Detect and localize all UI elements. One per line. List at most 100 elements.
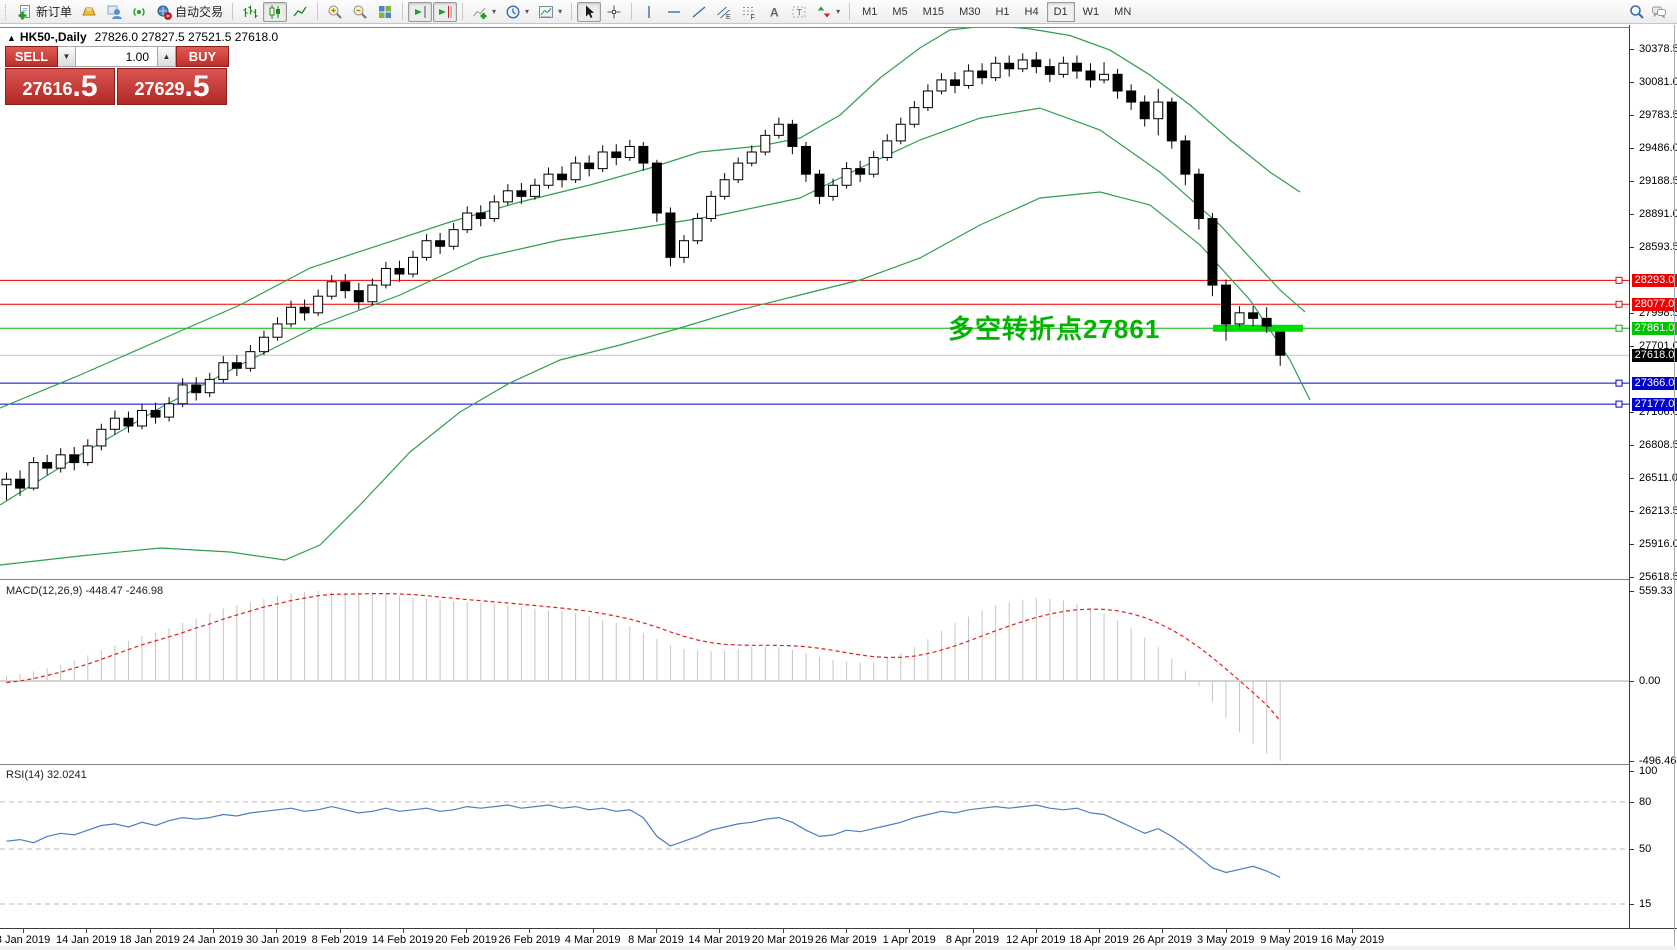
vertical-line-button[interactable] [637,2,661,22]
text-button[interactable]: A [762,2,786,22]
svg-text:T: T [797,7,803,17]
toolbar-grip [5,3,9,20]
price-tick-mark [1630,213,1634,215]
text-icon: A [770,5,779,19]
profile-button[interactable] [102,2,126,22]
auto-trading-button[interactable]: 自动交易 [152,2,227,22]
date-tick-mark [466,929,468,933]
text-label-button[interactable]: T [787,2,811,22]
macd-tick-mark [1630,681,1634,682]
timeframe-h4-button[interactable]: H4 [1018,2,1046,22]
date-label: 9 May 2019 [1260,934,1318,946]
toolbar-separator [402,3,404,20]
date-label: 8 Feb 2019 [311,934,368,946]
volume-input[interactable] [76,46,158,67]
timeframe-mn-button[interactable]: MN [1107,2,1138,22]
main-price-chart[interactable] [0,28,1629,579]
equidistant-channel-icon: E [717,6,731,20]
buy-price-box[interactable]: 27629.5 [117,68,227,105]
rsi-tick-label: 15 [1639,897,1652,910]
rsi-panel[interactable] [0,765,1629,928]
timeframe-m5-button[interactable]: M5 [885,2,914,22]
date-label: 30 Jan 2019 [245,934,307,946]
bar-chart-icon [243,5,258,18]
price-tick-mark [1630,411,1634,413]
timeframe-d1-button[interactable]: D1 [1046,1,1075,22]
auto-scroll-button[interactable] [408,1,433,22]
price-tick-label: 26213.5 [1639,504,1677,517]
timeframe-m30-button[interactable]: M30 [952,2,987,22]
date-label: 8 Apr 2019 [945,934,1000,946]
date-label: 14 Feb 2019 [371,934,434,946]
price-level-badge: 27366.0 [1632,376,1677,390]
panel-divider[interactable] [0,579,1677,580]
date-axis[interactable]: 8 Jan 2019 14 Jan 2019 18 Jan 2019 24 Jan 2… [0,928,1677,950]
annotation-text: 多空转折点27861 [948,314,1161,344]
price-tick-mark [1630,49,1634,50]
gold-ingot-icon [82,7,96,15]
collapse-panel-icon[interactable]: ▲ [7,33,16,43]
date-label: 26 Apr 2019 [1132,934,1193,946]
date-tick-mark [402,929,404,933]
new-order-icon [18,4,30,19]
date-tick-mark [592,929,594,933]
chart-shift-icon [439,5,452,18]
equidistant-channel-button[interactable]: E [712,2,736,22]
template-button[interactable]: ▾ [534,2,566,22]
timeframe-m15-button[interactable]: M15 [916,2,951,22]
signals-button[interactable] [127,2,151,22]
search-icon[interactable] [1629,4,1645,20]
volume-decrease-button[interactable]: ▼ [58,46,76,67]
buy-button[interactable]: BUY [176,46,229,67]
indicators-icon [473,7,487,19]
rsi-tick-label: 100 [1639,764,1658,777]
panel-divider[interactable] [0,764,1677,765]
zoom-in-button[interactable] [323,2,347,22]
new-order-button[interactable]: 新订单 [13,2,76,22]
crosshair-button[interactable] [602,2,626,22]
bar-chart-button[interactable] [238,2,262,22]
price-tick-mark [1630,345,1634,347]
timeframe-m1-button[interactable]: M1 [855,2,884,22]
volume-increase-button[interactable]: ▲ [158,46,176,67]
price-axis[interactable]: 30378.5 30081.0 29783.5 29486.0 29188.5 28891… [1629,25,1677,950]
fibonacci-icon: F [743,6,756,20]
price-tick-mark [1630,477,1634,479]
periods-button[interactable]: ▾ [501,2,533,22]
arrows-dropdown-arrow: ▾ [836,7,841,16]
one-click-trade-panel: SELL ▼ ▲ BUY 27616.5 27629.5 [5,46,229,105]
date-label: 8 Mar 2019 [628,934,684,946]
indicators-button[interactable]: ▾ [468,2,500,22]
price-tick-label: 29486.0 [1639,141,1677,154]
profile-icon [107,5,123,19]
tile-windows-button[interactable] [373,2,397,22]
timeframe-w1-button[interactable]: W1 [1076,2,1107,22]
chat-icon[interactable] [1651,4,1667,20]
line-chart-button[interactable] [288,2,312,22]
trendline-button[interactable] [687,2,711,22]
sell-button[interactable]: SELL [5,46,58,67]
date-label: 16 May 2019 [1320,934,1385,946]
toolbar-separator [849,3,851,20]
price-tick-label: 25916.0 [1639,537,1677,550]
timeframe-h1-button[interactable]: H1 [988,2,1016,22]
horizontal-line-button[interactable] [662,2,686,22]
chart-shift-button[interactable] [433,1,458,22]
zoom-out-button[interactable] [348,2,372,22]
alerts-button[interactable] [77,2,101,22]
date-tick-mark [719,929,721,933]
svg-text:E: E [726,14,731,20]
zoom-out-icon [353,5,367,19]
cursor-button[interactable] [577,1,602,22]
svg-text:A: A [770,5,779,19]
candlestick-chart-button[interactable] [263,1,288,22]
macd-panel[interactable] [0,581,1629,763]
sell-price-box[interactable]: 27616.5 [5,68,115,105]
fibonacci-button[interactable]: F [737,2,761,22]
chart-window[interactable]: ▲ HK50-,Daily 27826.0 27827.5 27521.5 2761… [0,25,1677,950]
arrows-button[interactable]: ▾ [812,2,844,22]
date-tick-mark [1352,929,1354,933]
rsi-tick-mark [1630,801,1634,803]
price-tick-label: 28891.0 [1639,207,1677,220]
toolbar-separator [631,3,633,20]
